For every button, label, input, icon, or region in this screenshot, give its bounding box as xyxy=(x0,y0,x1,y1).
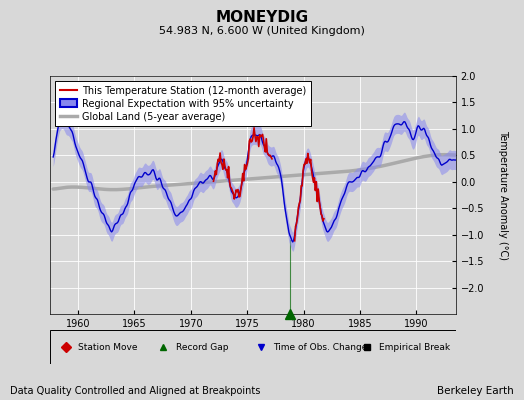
Legend: This Temperature Station (12-month average), Regional Expectation with 95% uncer: This Temperature Station (12-month avera… xyxy=(54,81,311,126)
Text: Berkeley Earth: Berkeley Earth xyxy=(437,386,514,396)
Text: Record Gap: Record Gap xyxy=(176,342,228,352)
Text: Time of Obs. Change: Time of Obs. Change xyxy=(273,342,367,352)
Text: Data Quality Controlled and Aligned at Breakpoints: Data Quality Controlled and Aligned at B… xyxy=(10,386,261,396)
Text: Station Move: Station Move xyxy=(78,342,138,352)
Text: 54.983 N, 6.600 W (United Kingdom): 54.983 N, 6.600 W (United Kingdom) xyxy=(159,26,365,36)
Text: MONEYDIG: MONEYDIG xyxy=(215,10,309,25)
Text: Empirical Break: Empirical Break xyxy=(379,342,450,352)
Y-axis label: Temperature Anomaly (°C): Temperature Anomaly (°C) xyxy=(498,130,508,260)
